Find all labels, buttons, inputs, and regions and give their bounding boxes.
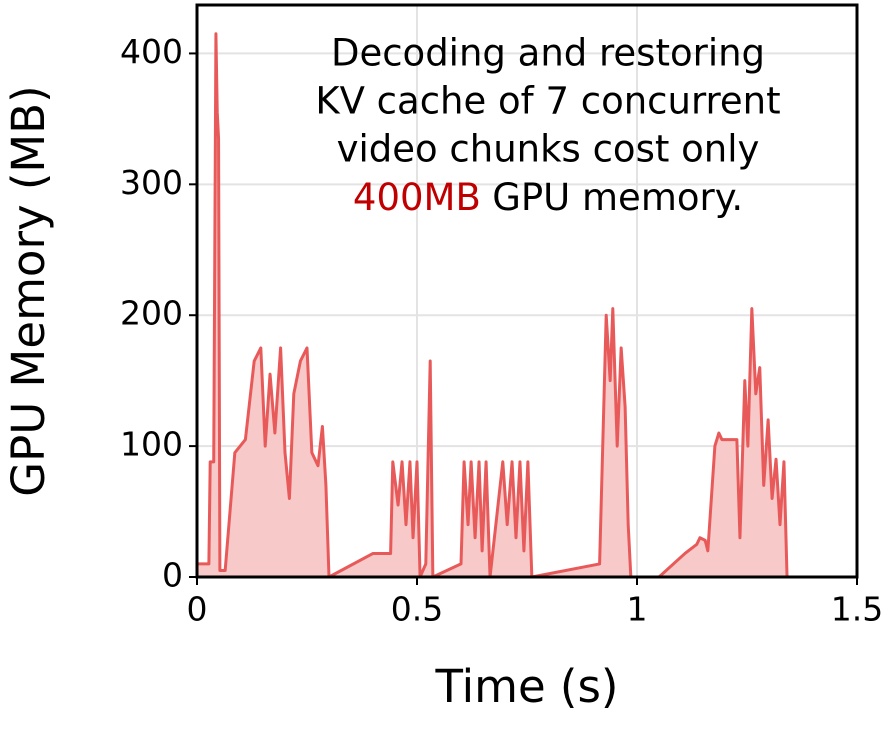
y-tick-label: 200 (120, 294, 183, 333)
annotation-line: Decoding and restoring (331, 32, 765, 75)
y-tick-label: 400 (120, 32, 183, 71)
line (197, 32, 821, 579)
x-axis-label: Time (s) (435, 660, 619, 713)
annotation-tail: GPU memory. (492, 176, 743, 219)
annotation-highlight: 400MB (353, 176, 480, 219)
annotation-line: 400MB GPU memory. (353, 176, 743, 219)
x-tick-label: 1 (627, 590, 648, 629)
x-tick-label: 0.5 (391, 590, 443, 629)
y-tick-label: 100 (120, 425, 183, 464)
y-axis-label: GPU Memory (MB) (2, 85, 55, 496)
annotation-line: video chunks cost only (337, 128, 760, 171)
x-tick-label: 0 (187, 590, 208, 629)
y-tick-label: 0 (162, 556, 183, 595)
y-tick-label: 300 (120, 163, 183, 202)
x-tick-label: 1.5 (831, 590, 883, 629)
plot-frame (195, 3, 859, 579)
annotation-line: KV cache of 7 concurrent (315, 80, 780, 123)
area-fill (197, 33, 821, 578)
